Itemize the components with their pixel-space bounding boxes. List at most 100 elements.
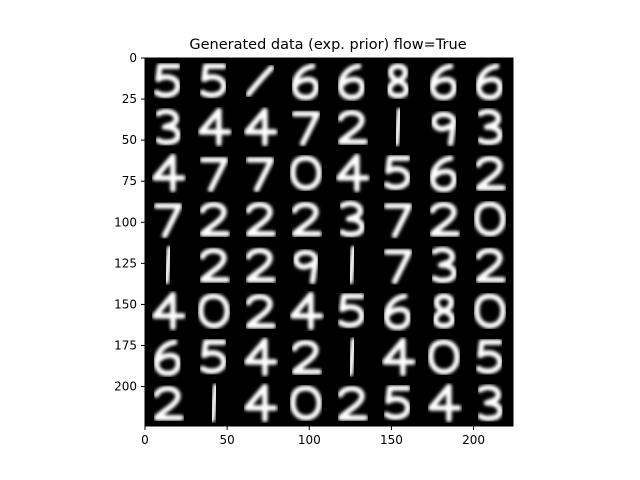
digit-cell — [474, 293, 506, 329]
x-tick-label: 200 — [462, 433, 485, 447]
digit-stroke — [429, 155, 458, 193]
digit-stroke — [290, 385, 322, 421]
x-tick-label: 50 — [220, 433, 235, 447]
digit-cell — [152, 291, 186, 331]
image-area — [145, 58, 513, 426]
digit-stroke — [474, 293, 506, 329]
digit-cell — [290, 385, 322, 421]
digit-cell — [383, 385, 411, 420]
digit-cell — [386, 63, 410, 99]
digit-stroke — [153, 339, 182, 377]
digit-stroke — [431, 246, 457, 284]
digit-stroke — [245, 247, 276, 283]
digit-cell — [153, 385, 184, 421]
digit-stroke — [199, 247, 230, 283]
digit-stroke — [244, 337, 278, 377]
y-tick-label: 100 — [114, 215, 137, 229]
digit-stroke — [152, 153, 186, 193]
digit-cell — [199, 247, 230, 283]
digit-cell — [429, 63, 458, 101]
digit-cell — [428, 383, 462, 423]
image-background — [145, 58, 513, 426]
digit-stroke — [244, 383, 278, 423]
digit-cell — [152, 153, 186, 193]
digit-cell — [432, 293, 456, 329]
digit-stroke — [475, 63, 504, 101]
digit-cell — [429, 155, 458, 193]
digit-stroke — [290, 291, 324, 331]
digit-cell — [383, 293, 412, 331]
digit-stroke — [198, 107, 232, 147]
digit-stroke — [209, 383, 219, 423]
digit-cell — [198, 293, 230, 329]
digit-stroke — [199, 201, 230, 237]
digit-stroke — [337, 63, 366, 101]
digit-stroke — [153, 385, 184, 421]
digit-stroke — [291, 201, 322, 237]
digit-stroke — [244, 107, 278, 147]
digit-stroke — [383, 385, 411, 420]
digit-stroke — [245, 65, 275, 97]
digit-cell — [383, 155, 411, 190]
digit-stroke — [290, 155, 322, 191]
digit-stroke — [199, 63, 227, 98]
digit-stroke — [245, 201, 276, 237]
digit-stroke — [475, 155, 506, 191]
digit-cell — [291, 201, 322, 237]
digit-cell — [153, 339, 182, 377]
digit-cell — [475, 339, 503, 374]
digit-cell — [198, 107, 232, 147]
digit-cell — [245, 157, 275, 193]
digit-cell — [339, 200, 365, 238]
digit-stroke — [477, 108, 503, 146]
y-tick-label: 125 — [114, 256, 137, 270]
digit-stroke — [475, 339, 503, 374]
digit-stroke — [383, 203, 413, 239]
digit-stroke — [431, 111, 457, 147]
digit-stroke — [477, 384, 503, 422]
digit-cell — [477, 384, 503, 422]
digit-stroke — [429, 63, 458, 101]
digit-stroke — [293, 249, 319, 285]
digit-stroke — [291, 339, 322, 375]
digit-cell — [293, 249, 319, 285]
digit-stroke — [383, 293, 412, 331]
digit-stroke — [428, 383, 462, 423]
digit-stroke — [245, 293, 276, 329]
digit-stroke — [198, 293, 230, 329]
axes-frame — [144, 57, 514, 427]
x-tick-label: 150 — [380, 433, 403, 447]
digit-cell — [431, 246, 457, 284]
digit-cell — [199, 157, 229, 193]
digit-cell — [337, 109, 368, 145]
digit-cell — [336, 153, 370, 193]
y-axis: 0 25 50 75 100 125 150 175 200 — [114, 51, 145, 394]
chart-title: Generated data (exp. prior) flow=True — [189, 37, 466, 53]
digit-stroke — [347, 245, 357, 285]
digit-stroke — [291, 63, 320, 101]
digit-cell — [475, 155, 506, 191]
digit-cell — [382, 337, 416, 377]
digit-stroke — [163, 245, 173, 285]
digit-cell — [475, 63, 504, 101]
digit-cell — [337, 63, 366, 101]
digit-cell — [244, 383, 278, 423]
y-tick-label: 0 — [129, 51, 137, 65]
digit-stroke — [336, 153, 370, 193]
digit-cell — [155, 108, 181, 146]
digit-stroke — [199, 157, 229, 193]
y-tick-label: 150 — [114, 297, 137, 311]
digit-cell — [477, 108, 503, 146]
digit-stroke — [347, 337, 357, 377]
digit-cell — [347, 245, 357, 285]
digit-stroke — [337, 385, 368, 421]
digit-stroke — [432, 293, 456, 329]
digit-cell — [383, 203, 413, 239]
digit-cell — [209, 383, 219, 423]
digit-cell — [245, 247, 276, 283]
digit-stroke — [382, 337, 416, 377]
digit-cell — [245, 201, 276, 237]
digit-stroke — [245, 157, 275, 193]
y-tick-label: 25 — [122, 92, 137, 106]
